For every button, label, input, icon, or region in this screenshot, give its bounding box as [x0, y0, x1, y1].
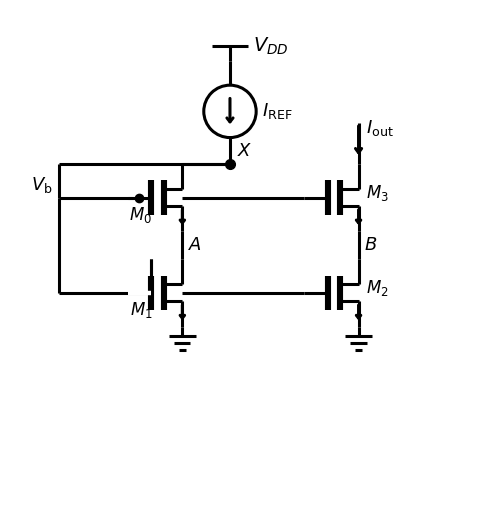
Text: $M_1$: $M_1$	[130, 300, 152, 320]
Text: $V_{\mathrm{b}}$: $V_{\mathrm{b}}$	[31, 175, 53, 195]
Text: $A$: $A$	[188, 236, 202, 254]
Text: $V_{DD}$: $V_{DD}$	[253, 35, 288, 57]
Text: $I_{\mathrm{out}}$: $I_{\mathrm{out}}$	[365, 118, 393, 138]
Text: $M_2$: $M_2$	[365, 278, 388, 298]
Text: $M_3$: $M_3$	[365, 183, 388, 203]
Text: $M_0$: $M_0$	[129, 205, 152, 225]
Text: $I_{\mathrm{REF}}$: $I_{\mathrm{REF}}$	[262, 102, 292, 121]
Text: $X$: $X$	[237, 142, 252, 160]
Text: $B$: $B$	[364, 236, 377, 254]
